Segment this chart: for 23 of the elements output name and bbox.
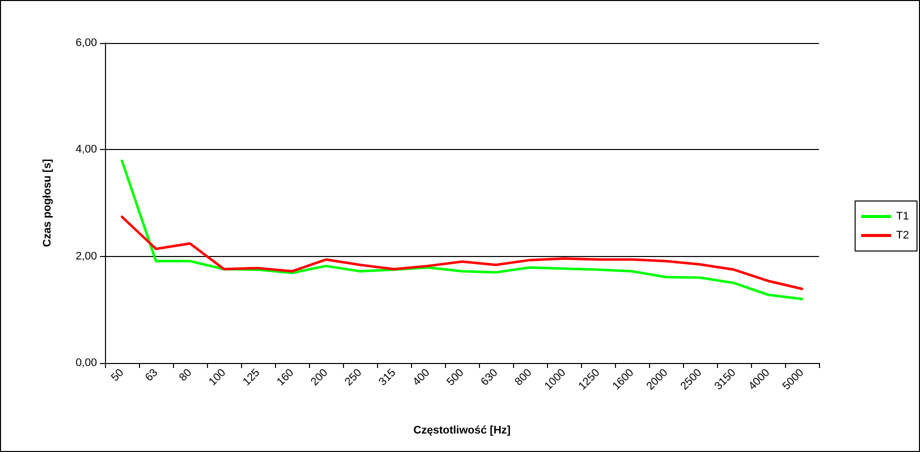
y-tick-label: 0,00 (76, 357, 97, 369)
y-axis-title: Czas pogłosu [s] (42, 158, 54, 248)
line-series (120, 216, 804, 290)
x-tick-label: 100 (206, 366, 228, 388)
x-tick-label: 500 (444, 366, 466, 388)
x-tick-label: 400 (410, 366, 432, 388)
line-series (120, 160, 804, 300)
y-tick-label: 6,00 (76, 37, 97, 49)
x-tick-label: 50 (109, 366, 126, 384)
legend-label: T1 (896, 210, 910, 222)
x-tick-label: 200 (308, 366, 330, 388)
x-tick-label: 315 (376, 366, 398, 388)
x-axis-title: Częstotliwość [Hz] (413, 424, 511, 436)
x-tick-label: 80 (177, 366, 194, 384)
x-tick-label: 125 (240, 366, 262, 388)
x-tick-label: 160 (274, 366, 296, 388)
y-tick-label: 2,00 (76, 250, 97, 262)
y-tick-label: 4,00 (76, 144, 97, 156)
x-tick-label: 250 (342, 366, 364, 388)
x-tick-label: 800 (512, 366, 534, 388)
x-tick-label: 63 (143, 366, 160, 384)
x-tick-label: 630 (478, 366, 500, 388)
legend-label: T2 (896, 230, 910, 242)
